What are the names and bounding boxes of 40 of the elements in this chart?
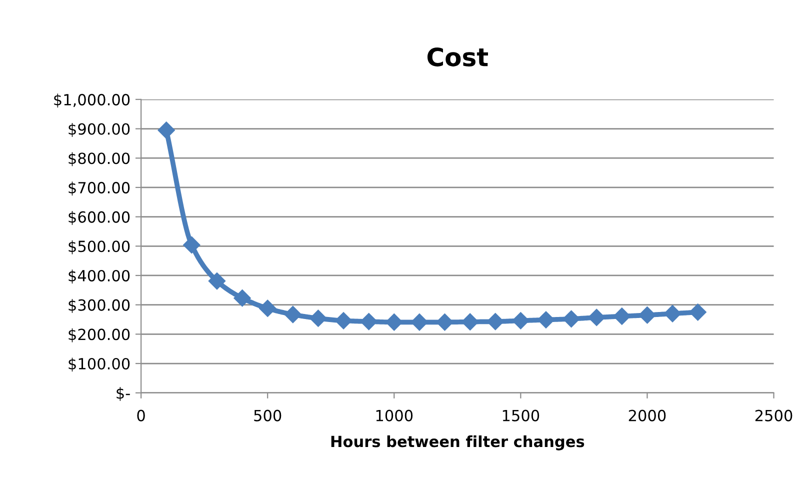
y-tick-label: $1,000.00 — [54, 94, 130, 108]
point — [410, 314, 428, 331]
x-tick-label: 2000 — [628, 410, 666, 422]
y-tick-label: $700.00 — [68, 182, 130, 196]
x-tick-label: 2500 — [755, 410, 792, 422]
point — [486, 312, 504, 330]
point — [234, 290, 251, 307]
point — [259, 300, 276, 317]
point — [664, 305, 682, 322]
point — [638, 306, 656, 324]
y-tick-label: $300.00 — [68, 299, 130, 313]
point — [310, 310, 327, 327]
point — [284, 306, 302, 324]
point — [588, 308, 606, 326]
point — [386, 314, 403, 331]
y-tick-label: $200.00 — [68, 328, 130, 342]
point — [158, 122, 175, 139]
point — [360, 312, 378, 330]
point — [689, 304, 706, 321]
point — [334, 312, 352, 330]
x-tick-label: 1500 — [502, 410, 540, 422]
point — [613, 308, 630, 325]
point — [436, 314, 454, 331]
x-tick-label: 0 — [137, 410, 145, 422]
point — [512, 312, 530, 330]
x-tick-label: 1000 — [376, 410, 413, 422]
y-tick-label: $600.00 — [68, 210, 130, 225]
point — [208, 272, 226, 290]
point — [562, 310, 580, 328]
point — [462, 313, 479, 330]
x-tick-label: 500 — [254, 410, 282, 422]
point — [183, 236, 200, 254]
y-tick-label: $100.00 — [68, 358, 130, 372]
y-tick-label: $- — [116, 387, 130, 401]
y-tick-label: $800.00 — [68, 152, 130, 166]
y-tick-label: $500.00 — [68, 240, 130, 254]
y-tick-label: $400.00 — [68, 270, 130, 284]
y-tick-label: $900.00 — [68, 122, 130, 137]
chart-title: Cost — [427, 48, 488, 66]
x-axis-title: Hours between filter changes — [331, 435, 584, 450]
